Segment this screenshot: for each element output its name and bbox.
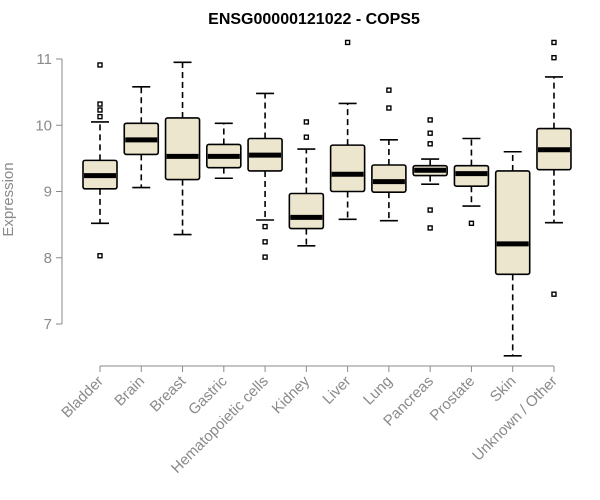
iqr-box (494, 170, 531, 276)
outlier-point (303, 119, 310, 125)
outlier-point (262, 239, 268, 245)
iqr-box (288, 192, 325, 230)
outlier-point (97, 113, 103, 120)
outlier-point (551, 291, 557, 297)
box-unknown-other (536, 39, 572, 297)
box-prostate (453, 137, 490, 227)
outlier-point (262, 223, 268, 230)
iqr-box (164, 117, 201, 181)
y-tick-label: 7 (44, 316, 52, 333)
outlier-point (427, 207, 433, 213)
outlier-point (551, 39, 557, 46)
outlier-point (97, 253, 103, 259)
outlier-point (551, 54, 557, 61)
box-skin (494, 150, 531, 357)
x-tick-label: Liver (319, 373, 354, 408)
y-tick-label: 8 (44, 250, 52, 267)
box-brain (123, 86, 160, 189)
chart-title: ENSG00000121022 - COPS5 (208, 11, 420, 28)
box-breast (164, 61, 201, 236)
y-axis: 7 8 9 10 11 (35, 51, 63, 333)
outlier-point (386, 105, 392, 111)
outlier-point (97, 62, 103, 68)
outlier-point (427, 130, 433, 136)
box-pancreas (412, 117, 448, 231)
y-tick-label: 10 (35, 117, 52, 134)
x-tick-label: Breast (147, 372, 190, 415)
y-tick-label: 9 (44, 184, 52, 201)
x-tick-label: Prostate (427, 373, 479, 425)
plot-area (82, 39, 572, 357)
outlier-point (97, 101, 103, 107)
iqr-box (329, 144, 366, 193)
box-lung (371, 87, 407, 222)
box-liver (329, 39, 366, 221)
outlier-point (427, 225, 433, 231)
outlier-point (303, 134, 310, 140)
y-tick-label: 11 (36, 51, 52, 68)
x-tick-label: Kidney (269, 372, 314, 417)
outlier-point (468, 220, 475, 227)
outlier-point (427, 141, 433, 147)
box-kidney (288, 119, 325, 247)
x-tick-label: Bladder (58, 373, 107, 422)
x-tick-label: Lung (360, 373, 396, 409)
outlier-point (97, 107, 103, 113)
iqr-box (371, 164, 407, 193)
x-tick-label: Skin (487, 373, 520, 406)
box-hematopoietic-cells (247, 92, 283, 260)
y-axis-label: Expression (0, 162, 17, 236)
outlier-point (344, 39, 351, 46)
x-tick-label: Brain (111, 373, 148, 410)
outlier-point (386, 87, 392, 93)
outlier-point (427, 117, 433, 123)
box-bladder (82, 62, 118, 259)
outlier-point (262, 254, 268, 260)
box-gastric (206, 122, 242, 180)
